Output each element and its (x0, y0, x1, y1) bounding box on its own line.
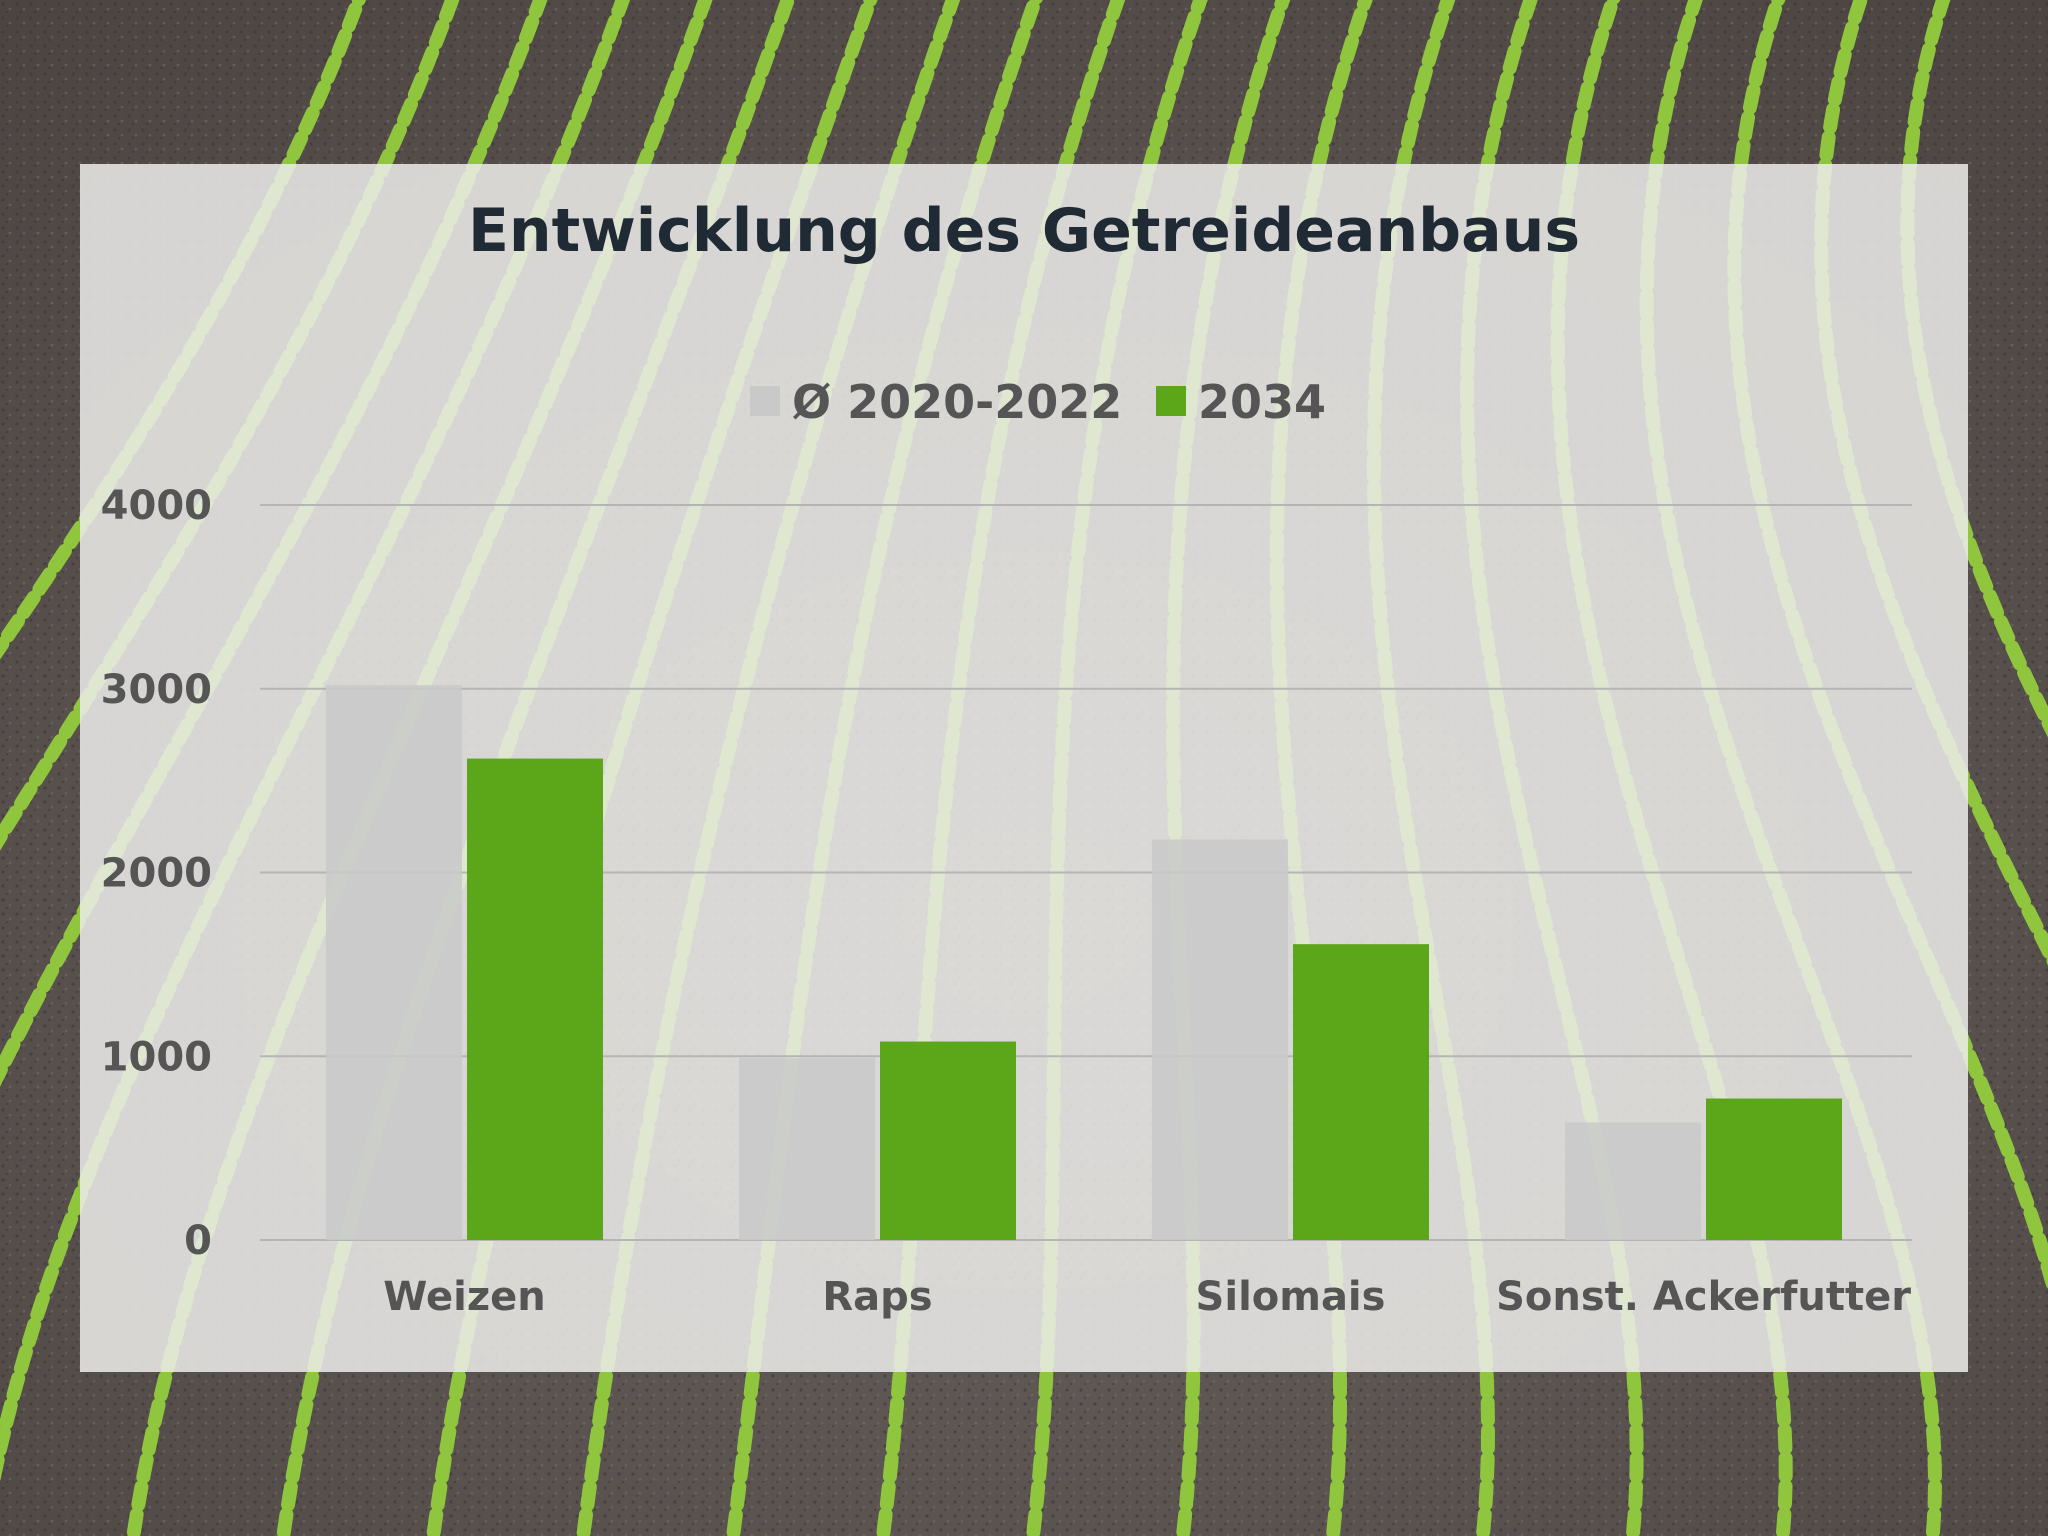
chart-panel: Entwicklung des Getreideanbaus Ø 2020-20… (80, 164, 1968, 1372)
x-category-label: Raps (822, 1274, 932, 1320)
bar-2034-sonst-ackerfutter (1706, 1098, 1842, 1240)
x-axis-category-labels: Weizen Raps Silomais Sonst. Ackerfutter (383, 1274, 1911, 1320)
y-tick-label: 3000 (101, 667, 212, 713)
y-axis-tick-labels: 0 1000 2000 3000 4000 (101, 483, 212, 1264)
bar-avg-2020-2022-silomais (1152, 839, 1288, 1240)
bars (326, 685, 1842, 1240)
legend-swatch-avg (750, 386, 780, 416)
y-tick-label: 1000 (101, 1034, 212, 1080)
bar-chart: Entwicklung des Getreideanbaus Ø 2020-20… (80, 164, 1968, 1372)
y-tick-label: 4000 (101, 483, 212, 529)
x-category-label: Weizen (383, 1274, 545, 1320)
y-tick-label: 2000 (101, 851, 212, 897)
chart-title: Entwicklung des Getreideanbaus (468, 196, 1580, 266)
bar-avg-2020-2022-sonst-ackerfutter (1565, 1122, 1701, 1240)
legend-swatch-2034 (1156, 386, 1186, 416)
bar-avg-2020-2022-raps (739, 1058, 875, 1240)
bar-2034-weizen (467, 758, 603, 1240)
legend-label-2034: 2034 (1198, 375, 1326, 429)
bar-avg-2020-2022-weizen (326, 685, 462, 1240)
legend-label-avg: Ø 2020-2022 (792, 375, 1122, 429)
x-category-label: Silomais (1196, 1274, 1386, 1320)
x-category-label: Sonst. Ackerfutter (1496, 1274, 1911, 1320)
bar-2034-raps (880, 1041, 1016, 1240)
bar-2034-silomais (1293, 944, 1429, 1240)
legend: Ø 2020-2022 2034 (750, 375, 1326, 429)
y-tick-label: 0 (184, 1218, 212, 1264)
